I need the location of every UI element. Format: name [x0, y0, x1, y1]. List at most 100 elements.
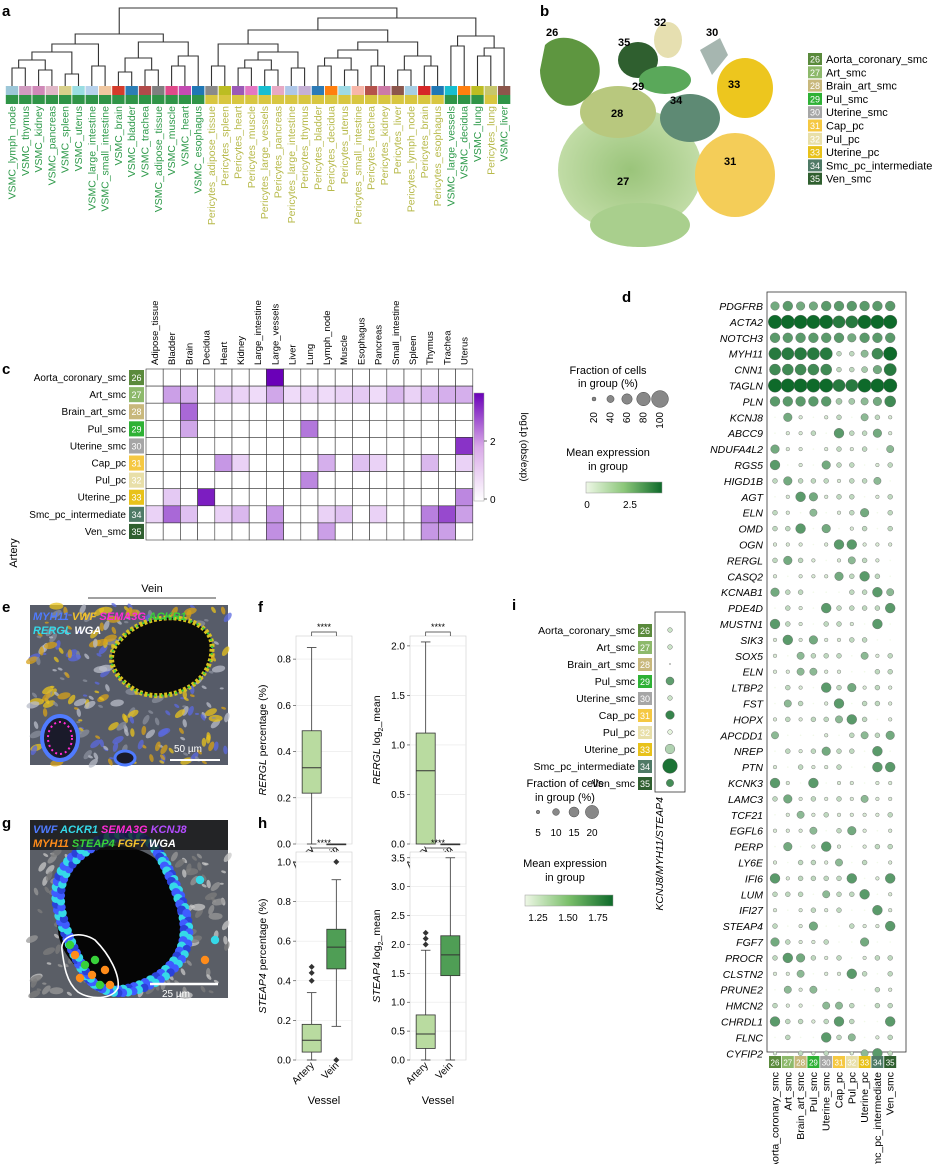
- sig-label: ****: [431, 838, 446, 848]
- tissue-speck: [112, 742, 119, 752]
- heatmap-cell: [145, 419, 164, 438]
- dotplot-dot: [847, 333, 857, 343]
- dotplot-dot: [796, 301, 806, 311]
- heatmap-cell: [214, 454, 233, 472]
- dotplot-dot: [825, 559, 827, 562]
- heatmap-row-swatch: [129, 506, 144, 522]
- legend-swatch: [808, 53, 822, 65]
- heatmap-cell: [266, 402, 284, 421]
- heatmap-cell: [197, 522, 216, 541]
- sig-label: ****: [431, 622, 446, 632]
- d-color-gradient: [585, 481, 663, 494]
- heatmap-cell: [266, 437, 284, 455]
- heatmap-cell: [283, 385, 302, 404]
- dotplot-dot: [861, 971, 868, 977]
- dotplot-dot: [849, 780, 854, 786]
- legend-swatch: [808, 106, 822, 119]
- dotplot-gene-label: LY6E: [738, 858, 764, 870]
- tissue-speck: [107, 758, 113, 766]
- i-dot: [667, 644, 673, 650]
- leaf-tissue-color: [404, 86, 418, 95]
- dotplot-dot: [811, 1019, 816, 1024]
- dotplot-gene-label: ACTA2: [729, 317, 763, 329]
- heatmap-cell: [248, 488, 267, 507]
- umap-cluster-35: [618, 42, 658, 78]
- heatmap-cell: [214, 402, 233, 421]
- y-tick-label: 0.0: [391, 1056, 405, 1067]
- dotplot-dot: [810, 907, 817, 913]
- dotplot-dot: [823, 939, 829, 945]
- dendrogram-branch: [11, 67, 26, 86]
- dotplot-dot: [833, 698, 845, 709]
- y-tick-label: 0.4: [277, 976, 291, 987]
- dotplot-gene-label: CHRDL1: [721, 1017, 763, 1029]
- heatmap-cell: [300, 488, 319, 507]
- tissue-speck: [213, 741, 219, 751]
- tissue-speck: [99, 739, 105, 748]
- x-tick-label: Vein: [434, 1060, 456, 1082]
- dotplot-dot: [876, 941, 879, 943]
- heatmap-row-swatch: [129, 472, 144, 488]
- heatmap-cell: [266, 471, 284, 490]
- dotplot-dot: [836, 366, 842, 373]
- dotplot-dot: [785, 876, 790, 881]
- heatmap-col-label: Lung: [305, 344, 316, 365]
- tissue-speck: [200, 985, 206, 993]
- dotplot-dot: [860, 508, 870, 518]
- channel-label: ACKR1: [148, 611, 187, 623]
- dotplot-dot: [824, 796, 829, 801]
- dendrogram-branch: [91, 65, 106, 86]
- dotplot-dot: [861, 557, 868, 564]
- tissue-speck: [45, 864, 55, 875]
- leaf-label: VSMC_pancreas: [46, 106, 58, 185]
- legend-label: Uterine_pc: [826, 147, 880, 159]
- heatmap-cell: [438, 488, 456, 507]
- tissue-speck: [182, 690, 187, 699]
- dotplot-dot: [849, 621, 854, 627]
- dotplot-dot: [770, 937, 780, 947]
- dotplot-dot: [797, 859, 804, 866]
- i-row-swatch: [638, 743, 652, 756]
- tissue-speck: [208, 912, 223, 920]
- dotplot-dot: [823, 812, 829, 818]
- dotplot-dot: [785, 891, 791, 897]
- dotplot-x-swatch: [884, 1056, 897, 1068]
- dotplot-dot: [876, 527, 879, 530]
- heatmap-cell: [352, 454, 370, 472]
- heatmap-cell: [369, 437, 388, 455]
- tissue-speck: [93, 638, 98, 648]
- heatmap-cell: [231, 471, 250, 490]
- tissue-speck: [130, 728, 135, 737]
- dotplot-dot: [863, 670, 866, 673]
- dotplot-dot: [863, 464, 866, 466]
- g-micrograph: 25 µm VWF ACKR1 SEMA3G KCNJ8 MYH11 STEAP…: [26, 820, 232, 1000]
- dotplot-dot: [825, 432, 827, 435]
- svg-text:Mean expression: Mean expression: [566, 447, 650, 459]
- y-axis-rest: log: [371, 945, 383, 962]
- dotplot-dot: [797, 700, 804, 707]
- i-size-legend: Fraction of cells in group (%) 5 10 15 20: [526, 778, 604, 839]
- dotplot-dot: [810, 748, 817, 754]
- channel-label: VWF: [33, 824, 60, 836]
- leaf-label: VSMC_uterus: [73, 106, 85, 171]
- dotplot-dot: [797, 557, 804, 564]
- tissue-speck: [219, 882, 224, 885]
- heatmap: Adipose_tissue Bladder Brain Decidua Heart Ki…: [29, 300, 474, 541]
- dotplot-dot: [860, 413, 869, 422]
- heatmap-cell: [283, 522, 302, 541]
- d-size-legend-tick: 60: [622, 412, 633, 424]
- dendrogram-branch: [324, 57, 352, 70]
- heatmap-cell: [180, 505, 198, 524]
- dotplot-dot: [860, 349, 869, 358]
- dotplot-dot: [808, 301, 818, 311]
- tissue-speck: [206, 732, 211, 741]
- y-tick-label: 2.5: [391, 911, 405, 922]
- dotplot-dot: [772, 1051, 778, 1056]
- tissue-speck: [78, 729, 90, 738]
- panel-i-dotplot: i Aorta_coronary_smc 26 Art_smc 27 Brain_art…: [512, 597, 686, 924]
- panel-b-umap: b 26 35 32 30: [540, 3, 932, 247]
- d-size-legend-tick: 20: [589, 412, 600, 424]
- heatmap-cell: [352, 368, 370, 387]
- dotplot-dot: [798, 637, 803, 642]
- tissue-speck: [50, 848, 62, 858]
